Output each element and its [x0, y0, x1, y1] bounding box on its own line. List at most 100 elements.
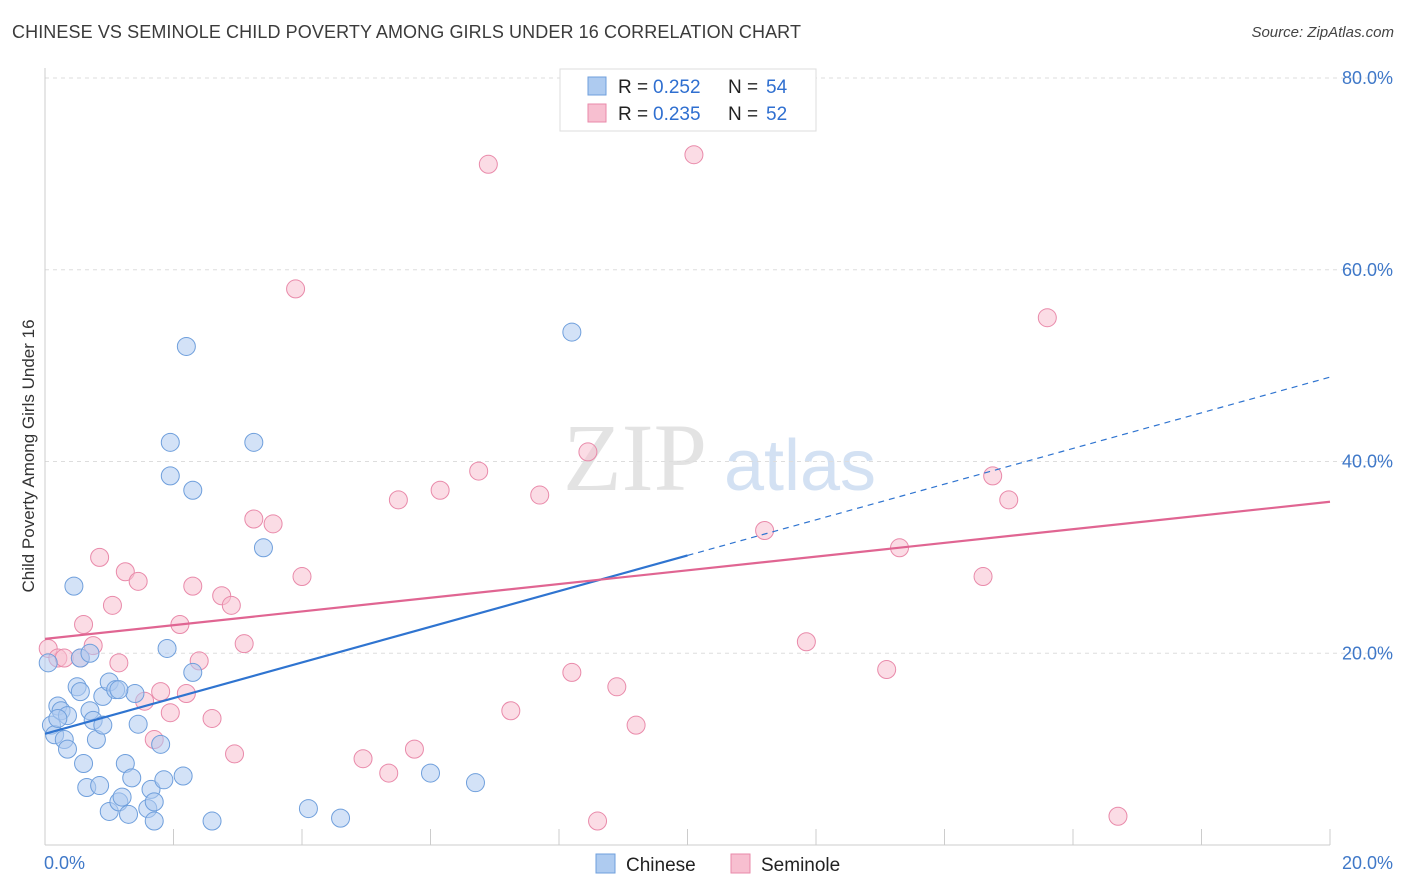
legend-n-label-chinese: N =	[728, 77, 758, 98]
seminole-point-29	[379, 763, 399, 783]
chinese-point-32	[144, 792, 164, 812]
seminole-point-34	[478, 154, 498, 174]
chinese-point-27	[122, 768, 142, 788]
seminole-point-42	[684, 145, 704, 165]
trend-lines	[44, 376, 1331, 735]
seminole-point-43	[755, 521, 775, 541]
top-legend: R = 0.252 N = 54 R = 0.235 N = 52	[559, 68, 817, 132]
seminole-point-41	[626, 715, 646, 735]
seminole-point-7	[102, 595, 122, 615]
chinese-point-49	[465, 773, 485, 793]
chinese-point-48	[421, 763, 440, 783]
seminole-point-6	[90, 547, 110, 567]
axis-layer: 20.0% 40.0% 60.0% 80.0% 0.0% 20.0%	[44, 68, 1393, 873]
seminole-point-49	[999, 490, 1019, 510]
chinese-point-52	[109, 680, 129, 700]
chinese-point-6	[57, 739, 77, 759]
y-tick-label-40: 40.0%	[1342, 452, 1393, 472]
legend-r-label-seminole: R =	[618, 104, 648, 125]
legend-n-label-seminole: N =	[728, 104, 758, 125]
legend-r-value-seminole: 0.235	[653, 104, 701, 125]
seminole-point-28	[353, 749, 373, 769]
seminole-point-2	[54, 648, 74, 668]
chinese-point-51	[70, 682, 90, 702]
x-tick-label-0: 0.0%	[44, 853, 85, 873]
seminole-point-40	[607, 677, 627, 697]
seminole-trend-line	[44, 500, 1331, 640]
chinese-point-44	[244, 432, 264, 452]
seminole-point-17	[183, 576, 203, 596]
chinese-point-26	[119, 804, 139, 824]
chinese-point-37	[160, 432, 180, 452]
seminole-point-35	[501, 701, 521, 721]
legend-swatch-chinese	[587, 76, 607, 96]
legend-swatch-seminole	[587, 103, 607, 123]
chinese-point-41	[183, 662, 203, 682]
seminole-point-26	[286, 279, 306, 299]
seminole-point-51	[1108, 806, 1128, 826]
chinese-point-34	[151, 734, 171, 754]
chinese-point-17	[90, 776, 110, 796]
seminole-point-44	[796, 632, 816, 652]
chart-title: CHINESE VS SEMINOLE CHILD POVERTY AMONG …	[12, 22, 802, 42]
watermark-atlas: atlas	[724, 426, 876, 506]
seminole-point-14	[160, 703, 180, 723]
seminole-point-39	[588, 811, 608, 831]
chinese-point-45	[253, 538, 273, 558]
bottom-legend-label-seminole: Seminole	[761, 855, 840, 876]
chinese-point-18	[93, 715, 113, 735]
x-tick-label-20: 20.0%	[1342, 853, 1393, 873]
chinese-point-40	[176, 336, 196, 356]
seminole-points	[38, 145, 1128, 831]
bottom-legend-swatch-seminole	[730, 853, 751, 874]
seminole-point-38	[578, 442, 598, 462]
legend-r-value-chinese: 0.252	[653, 77, 701, 98]
seminole-point-50	[1037, 308, 1057, 328]
seminole-point-47	[973, 567, 993, 587]
chinese-point-35	[154, 770, 174, 790]
chinese-point-11	[74, 754, 94, 774]
y-tick-label-20: 20.0%	[1342, 643, 1393, 663]
seminole-point-4	[74, 614, 94, 634]
legend-n-value-chinese: 54	[766, 77, 788, 98]
chinese-point-42	[183, 480, 203, 500]
seminole-point-33	[469, 461, 489, 481]
chart-source: Source: ZipAtlas.com	[1251, 24, 1394, 41]
seminole-point-25	[263, 514, 283, 534]
seminole-point-22	[225, 744, 245, 764]
y-tick-label-80: 80.0%	[1342, 68, 1393, 88]
seminole-point-21	[221, 595, 241, 615]
chinese-point-28	[125, 684, 145, 704]
seminole-point-24	[244, 509, 264, 529]
seminole-point-23	[234, 634, 254, 654]
seminole-point-36	[530, 485, 550, 505]
seminole-point-27	[292, 567, 312, 587]
seminole-point-19	[202, 708, 222, 728]
bottom-legend-label-chinese: Chinese	[626, 855, 696, 876]
y-axis-label: Child Poverty Among Girls Under 16	[19, 319, 38, 592]
chinese-point-43	[202, 811, 222, 831]
chinese-trend-extension	[687, 376, 1331, 557]
seminole-point-8	[109, 653, 129, 673]
chinese-point-0	[38, 653, 58, 673]
chinese-point-36	[157, 638, 177, 658]
chinese-point-33	[144, 811, 164, 831]
chinese-point-38	[160, 466, 180, 486]
chinese-point-29	[128, 714, 148, 734]
chinese-point-14	[80, 643, 100, 663]
legend-r-label-chinese: R =	[618, 77, 648, 98]
legend-n-value-seminole: 52	[766, 104, 787, 125]
bottom-legend-swatch-chinese	[595, 853, 616, 874]
seminole-point-10	[128, 571, 148, 591]
seminole-point-37	[562, 662, 582, 682]
chinese-point-8	[64, 576, 84, 596]
chinese-point-24	[112, 787, 132, 807]
seminole-point-13	[151, 682, 171, 702]
chinese-point-47	[331, 808, 351, 828]
chinese-trend-line	[44, 554, 688, 735]
chinese-point-53	[48, 708, 68, 728]
seminole-point-9	[115, 562, 135, 582]
seminole-point-32	[430, 480, 450, 500]
y-tick-label-60: 60.0%	[1342, 260, 1393, 280]
